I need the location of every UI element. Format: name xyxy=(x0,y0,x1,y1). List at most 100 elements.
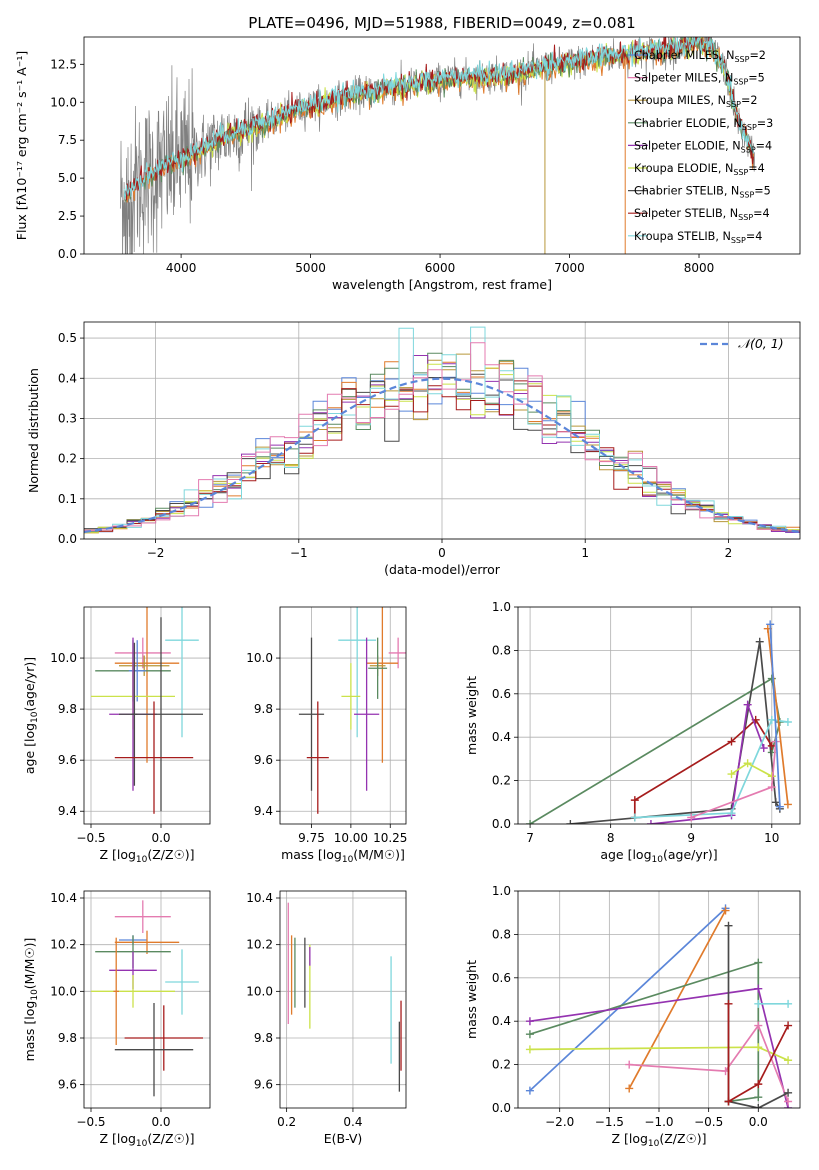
plus-marker xyxy=(783,800,792,809)
plus-marker xyxy=(721,906,730,915)
y-tick-label: 0.0 xyxy=(58,247,77,261)
axes-frame xyxy=(279,890,407,1109)
legend-label: Chabrier STELIB, NSSP=5 xyxy=(634,185,771,200)
spectrum-panel: 4000 5000 6000 7000 8000 0.0 2.5 5.0 7.5 10.0 12.5… xyxy=(14,36,801,292)
plus-marker xyxy=(771,798,780,807)
axes-frame xyxy=(517,606,801,825)
legend-text: Chabrier STELIB, N xyxy=(634,185,739,198)
axes-frame xyxy=(517,890,801,1109)
x-tick-label: −2.0 xyxy=(545,1115,574,1129)
mass-weight-vs-age-panel: 7 8 9 10 0.0 0.2 0.4 0.6 0.8 1.0 age [log10(age/yr… xyxy=(464,600,801,865)
y-tick-label: 0.1 xyxy=(58,492,77,506)
legend-sub: SSP xyxy=(739,191,754,200)
axes-frame xyxy=(279,606,407,825)
legend-sub: SSP xyxy=(742,123,757,132)
mass-vs-metallicity-panel: −0.5 0.0 9.6 9.8 10.0 10.2 10.4 Z [log10(Z/Z☉)]… xyxy=(22,890,211,1149)
legend-sub: SSP xyxy=(741,145,756,154)
legend-text: Salpeter MILES, N xyxy=(634,72,733,85)
age-vs-mass-panel: 9.75 10.00 10.25 9.4 9.6 9.8 10.0 mass [log10(M… xyxy=(246,606,407,865)
y-tick-label: 0.0 xyxy=(492,817,511,831)
x-tick-label: 8000 xyxy=(684,261,715,275)
y-tick-label: 9.4 xyxy=(254,804,273,818)
plus-marker xyxy=(754,958,763,967)
plus-marker xyxy=(766,620,775,629)
weight-line xyxy=(634,718,789,819)
legend-sub: SSP xyxy=(726,100,741,109)
plot-area xyxy=(91,607,203,814)
legend-sub: SSP xyxy=(738,213,753,222)
x-tick-label: −1.5 xyxy=(595,1115,624,1129)
plus-marker xyxy=(767,674,776,683)
axis-label: E(B-V) xyxy=(324,1131,363,1146)
legend-count: =4 xyxy=(756,139,773,152)
plus-marker xyxy=(743,759,752,768)
legend-sub: SSP xyxy=(733,78,748,87)
y-tick-label: 10.2 xyxy=(246,938,273,952)
y-tick-label: 0.8 xyxy=(492,643,511,657)
legend-text: Salpeter ELODIE, N xyxy=(634,139,741,152)
x-tick-label: 0.2 xyxy=(277,1115,296,1129)
x-tick-label: 5000 xyxy=(295,261,326,275)
x-tick-label: −0.5 xyxy=(76,1115,105,1129)
legend-count: =4 xyxy=(748,162,765,175)
y-tick-label: 9.6 xyxy=(254,1078,273,1092)
figure-title: PLATE=0496, MJD=51988, FIBERID=0049, z=0… xyxy=(248,14,635,32)
y-tick-label: 10.0 xyxy=(246,651,273,665)
x-tick-label: 0 xyxy=(438,546,446,560)
legend-text: Chabrier MILES, N xyxy=(634,49,734,62)
y-tick-label: 9.6 xyxy=(58,1078,77,1092)
axis-label: mass [log10(M/M☉)] xyxy=(22,938,40,1062)
y-tick-label: 10.0 xyxy=(50,651,77,665)
x-tick-label: 9.75 xyxy=(298,831,325,845)
plot-area xyxy=(287,902,402,1092)
y-tick-label: 0.0 xyxy=(492,1101,511,1115)
weight-line xyxy=(727,1003,789,1103)
histogram-step xyxy=(84,342,800,534)
plus-marker xyxy=(724,999,733,1008)
x-tick-label: 10.00 xyxy=(334,831,368,845)
plus-marker xyxy=(566,820,575,824)
legend-sub: SSP xyxy=(731,236,746,245)
axis-label: (data-model)/error xyxy=(384,562,501,577)
y-tick-label: 1.0 xyxy=(492,884,511,898)
plus-marker xyxy=(784,1097,793,1106)
axis-label: wavelength [Angstrom, rest frame] xyxy=(332,277,552,292)
plot-area xyxy=(526,620,792,824)
label-part: (Z/Z☉)] xyxy=(659,1131,706,1146)
y-tick-label: 0.5 xyxy=(58,331,77,345)
plus-marker xyxy=(767,783,776,792)
plus-marker xyxy=(784,1021,793,1030)
y-tick-label: 0.6 xyxy=(492,971,511,985)
axes-frame xyxy=(83,321,801,540)
subscript: 10 xyxy=(30,711,40,723)
legend-count: =5 xyxy=(754,185,771,198)
subscript: 10 xyxy=(136,855,148,865)
x-tick-label: −0.5 xyxy=(76,831,105,845)
weight-line xyxy=(529,961,760,1103)
legend-label: Salpeter STELIB, NSSP=4 xyxy=(634,207,770,222)
plus-marker xyxy=(784,1088,793,1097)
plus-marker xyxy=(724,921,733,930)
legend-text: Kroupa MILES, N xyxy=(634,94,726,107)
x-tick-label: 0.0 xyxy=(151,1115,170,1129)
legend-text: Chabrier ELODIE, N xyxy=(634,117,742,130)
legend-count: =4 xyxy=(753,207,770,220)
label-part: (M/M☉)] xyxy=(353,847,405,862)
y-tick-label: 5.0 xyxy=(58,171,77,185)
plus-marker xyxy=(767,741,776,750)
y-tick-label: 0.8 xyxy=(492,927,511,941)
legend-label: Kroupa MILES, NSSP=2 xyxy=(634,94,757,109)
y-tick-label: 0.4 xyxy=(58,371,77,385)
y-tick-label: 12.5 xyxy=(50,57,77,71)
plus-marker xyxy=(630,796,639,805)
x-tick-label: −0.5 xyxy=(694,1115,723,1129)
y-tick-label: 9.8 xyxy=(254,1031,273,1045)
plus-marker xyxy=(646,820,655,824)
y-tick-label: 10.0 xyxy=(50,95,77,109)
x-tick-label: 8 xyxy=(607,831,615,845)
plus-marker xyxy=(625,1084,634,1093)
y-tick-label: 7.5 xyxy=(58,133,77,147)
weight-line xyxy=(529,677,781,824)
axis-label: mass weight xyxy=(464,676,479,755)
